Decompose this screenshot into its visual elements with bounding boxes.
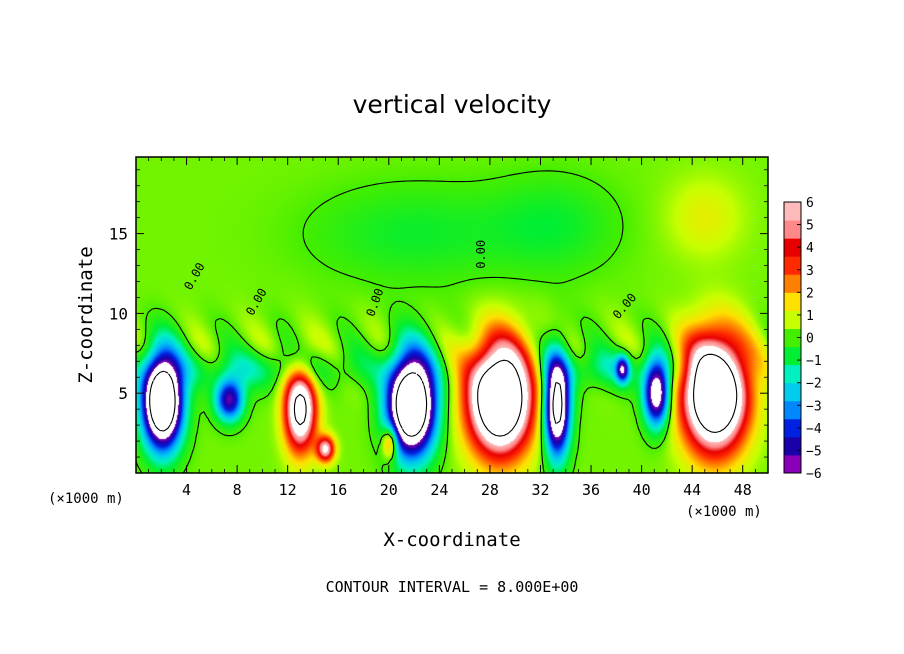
x-tick-label: 40 — [633, 481, 651, 499]
colorbar-ticks: 6 5 4 3 2 1 0 −1 −2 −3 −4 −5 −6 — [797, 196, 822, 482]
colorbar-swatch — [784, 292, 801, 311]
colorbar-swatch — [784, 328, 801, 348]
y-axis-ticks: 5 10 15 — [109, 169, 768, 458]
colorbar-swatch — [784, 454, 801, 474]
y-tick-label: 5 — [118, 384, 128, 403]
x-tick-label: 24 — [430, 481, 448, 499]
colorbar-swatches — [784, 202, 801, 474]
colorbar-tick-label: −3 — [806, 399, 822, 414]
colorbar-tick-label: −1 — [806, 354, 822, 369]
x-tick-label: 44 — [683, 481, 701, 499]
x-axis-ticks: 4 8 12 16 20 24 28 32 36 40 44 48 — [148, 157, 756, 499]
contour-label: 0.00 — [474, 240, 488, 269]
colorbar-swatch — [784, 418, 801, 438]
y-axis-label: Z-coordinate — [75, 246, 97, 383]
x-unit-left: (×1000 m) — [48, 491, 124, 507]
heatmap-field: 0.000.00 0.000.000.00 — [136, 157, 768, 473]
contour-negative — [149, 370, 563, 437]
colorbar-swatch — [784, 220, 801, 239]
colorbar-tick-label: 1 — [806, 309, 814, 324]
x-tick-label: 48 — [734, 481, 752, 499]
x-axis-label: X-coordinate — [383, 529, 520, 551]
contour-zero — [136, 170, 674, 473]
colorbar-swatch — [784, 274, 801, 293]
colorbar-tick-label: 0 — [806, 332, 814, 347]
colorbar-tick-label: −2 — [806, 377, 822, 392]
colorbar-swatch — [784, 202, 801, 221]
colorbar-tick-label: 6 — [806, 196, 814, 211]
colorbar-tick-label: −4 — [806, 422, 822, 437]
x-tick-label: 8 — [233, 481, 242, 499]
x-tick-label: 4 — [182, 481, 191, 499]
heatmap-canvas — [136, 157, 768, 473]
colorbar: 6 5 4 3 2 1 0 −1 −2 −3 −4 −5 −6 — [783, 196, 822, 482]
colorbar-swatch — [784, 238, 801, 257]
x-unit-right: (×1000 m) — [686, 504, 762, 520]
colorbar-swatch — [784, 364, 801, 384]
colorbar-swatch — [784, 346, 801, 366]
colorbar-tick-label: 2 — [806, 286, 814, 301]
chart-title: vertical velocity — [353, 90, 552, 119]
x-tick-label: 12 — [279, 481, 297, 499]
colorbar-swatch — [784, 256, 801, 275]
x-tick-label: 32 — [531, 481, 549, 499]
contour-interval-note: CONTOUR INTERVAL = 8.000E+00 — [326, 578, 579, 596]
contour-lines — [136, 170, 738, 473]
colorbar-swatch — [784, 436, 801, 456]
colorbar-swatch — [784, 382, 801, 402]
colorbar-swatch — [784, 400, 801, 420]
colorbar-swatch — [784, 310, 801, 329]
x-tick-label: 20 — [380, 481, 398, 499]
contour-positive — [293, 353, 738, 437]
y-tick-label: 10 — [109, 304, 128, 323]
colorbar-tick-label: 3 — [806, 264, 814, 279]
colorbar-tick-label: 5 — [806, 219, 814, 234]
x-tick-label: 16 — [329, 481, 347, 499]
colorbar-tick-label: −5 — [806, 444, 822, 459]
colorbar-tick-label: 4 — [806, 241, 814, 256]
x-tick-label: 28 — [481, 481, 499, 499]
x-tick-label: 36 — [582, 481, 600, 499]
colorbar-tick-label: −6 — [806, 467, 822, 482]
y-tick-label: 15 — [109, 225, 128, 244]
